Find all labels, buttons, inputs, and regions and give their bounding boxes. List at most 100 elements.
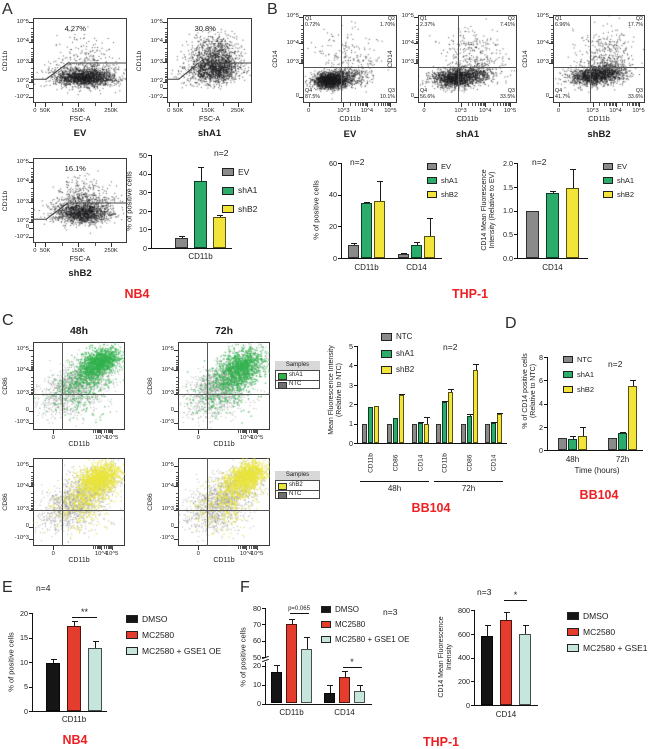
legend-swatch-mc2580 — [567, 628, 579, 636]
y-tick-label: -10^3 — [159, 535, 174, 542]
y-minor-tick — [164, 34, 167, 36]
legend-label-ntc: NTC — [396, 332, 413, 342]
category-label: CD14 — [416, 454, 424, 472]
y-tick-label: 20 — [139, 206, 147, 216]
x-minor-tick — [381, 103, 383, 106]
quadrant-line-vertical — [340, 15, 342, 103]
flow-xlabel: CD11b — [213, 557, 235, 564]
y-minor-tick — [164, 71, 167, 73]
error-bar — [426, 417, 428, 425]
x-minor-tick — [492, 103, 494, 106]
y-tick — [29, 349, 33, 351]
y-minor-tick — [300, 62, 303, 64]
y-tick-label: 20 — [253, 661, 261, 671]
error-bar-cap — [357, 684, 363, 686]
legend-label-mc2580-gse1-oe: MC2580 + GSE1 OE — [335, 634, 410, 644]
x-minor-tick — [99, 546, 101, 549]
x-tick — [34, 243, 36, 247]
y-tick — [148, 192, 151, 194]
y-tick — [262, 703, 265, 705]
y-tick-label: 10^2 — [16, 218, 29, 225]
legend-label-mc2580-gse1-oe: MC2580 + GSE1 OE — [142, 645, 222, 656]
y-minor-tick — [30, 472, 33, 473]
quadrant-line-horizontal — [178, 393, 270, 395]
y-minor-tick — [30, 367, 33, 369]
x-tick — [111, 103, 113, 107]
flow-condition-label: shB2 — [68, 268, 92, 279]
y-tick-label: 15 — [20, 633, 28, 643]
x-minor-tick — [255, 430, 257, 433]
y-minor-tick — [164, 57, 167, 59]
y-minor-tick — [300, 58, 303, 60]
x-minor-tick — [255, 546, 257, 549]
x-tick — [615, 103, 617, 107]
x-tick — [78, 243, 80, 247]
y-minor-tick — [175, 392, 178, 394]
x-minor-tick — [222, 103, 224, 106]
gate-percentage: 30.8% — [194, 24, 216, 33]
x-axis — [151, 248, 232, 249]
y-tick — [262, 665, 265, 667]
flow-scatter-cloud — [33, 458, 125, 546]
chart-xlabel: Time (hours) — [574, 466, 620, 475]
y-minor-tick — [175, 483, 178, 485]
legend-label-shb2: shB2 — [238, 203, 258, 214]
chart-ylabel: Mean Fluorescence Intensity (Relative to… — [327, 345, 343, 435]
y-tick-label: 10^3 — [161, 390, 174, 397]
y-tick-label: 10^3 — [16, 390, 29, 397]
x-minor-tick — [93, 546, 95, 549]
bar-ntc-48h — [558, 438, 567, 450]
y-minor-tick — [30, 485, 33, 487]
legend-swatch-dmso — [321, 606, 331, 613]
y-tick — [29, 662, 32, 663]
y-minor-tick — [164, 35, 167, 37]
y-minor-tick — [550, 59, 553, 61]
y-minor-tick — [30, 507, 33, 509]
y-minor-tick — [175, 359, 178, 361]
significance-label: * — [350, 657, 354, 667]
x-minor-tick — [94, 103, 96, 106]
y-minor-tick — [30, 493, 33, 495]
x-minor-tick — [613, 103, 615, 106]
chart-ylabel: % of positive cells — [6, 632, 16, 692]
y-tick — [29, 613, 32, 614]
x-tick — [237, 103, 239, 107]
x-minor-tick — [245, 546, 247, 549]
y-minor-tick — [415, 37, 418, 39]
legend-swatch-shb2 — [381, 366, 392, 374]
bar-ev-cd11b — [175, 238, 188, 248]
y-minor-tick — [30, 73, 33, 75]
x-tick-label: 0 — [422, 107, 426, 114]
y-tick — [29, 237, 33, 239]
x-minor-tick — [611, 103, 613, 106]
error-bar-cap — [427, 218, 433, 220]
legend-swatch-dmso — [567, 612, 579, 620]
x-minor-tick — [361, 103, 363, 106]
x-minor-tick — [481, 103, 483, 106]
y-tick-label: 1.0 — [503, 206, 513, 216]
y-tick-label: 0 — [545, 93, 549, 100]
x-tick-label: 10^4 — [239, 550, 253, 557]
y-tick — [338, 226, 341, 228]
y-tick-label: 0 — [410, 93, 414, 100]
x-minor-tick — [603, 103, 605, 106]
y-tick-label: 10^5 — [16, 18, 29, 25]
flow-xlabel: CD11b — [68, 441, 90, 448]
x-minor-tick — [94, 243, 96, 246]
bar-shb2-cd86 — [473, 369, 478, 443]
x-tick — [45, 103, 47, 107]
quadrant-label-q4: Q4 87.5% — [305, 88, 321, 101]
y-minor-tick — [415, 32, 418, 34]
error-bar-cap — [289, 619, 295, 621]
x-minor-tick — [104, 430, 106, 433]
quadrant-label-q1: Q1 0.72% — [305, 16, 321, 29]
error-bar-cap — [50, 658, 57, 660]
quadrant-line-vertical — [61, 458, 63, 546]
y-tick-label: 10^5 — [16, 158, 29, 165]
y-tick — [148, 248, 151, 249]
flow-scatter-cloud — [553, 15, 645, 103]
y-minor-tick — [164, 54, 167, 56]
y-tick-label: -10^3 — [159, 419, 174, 426]
x-tick-label: 10^3 — [586, 107, 599, 114]
bar-mc2580-cd11b — [67, 625, 81, 711]
